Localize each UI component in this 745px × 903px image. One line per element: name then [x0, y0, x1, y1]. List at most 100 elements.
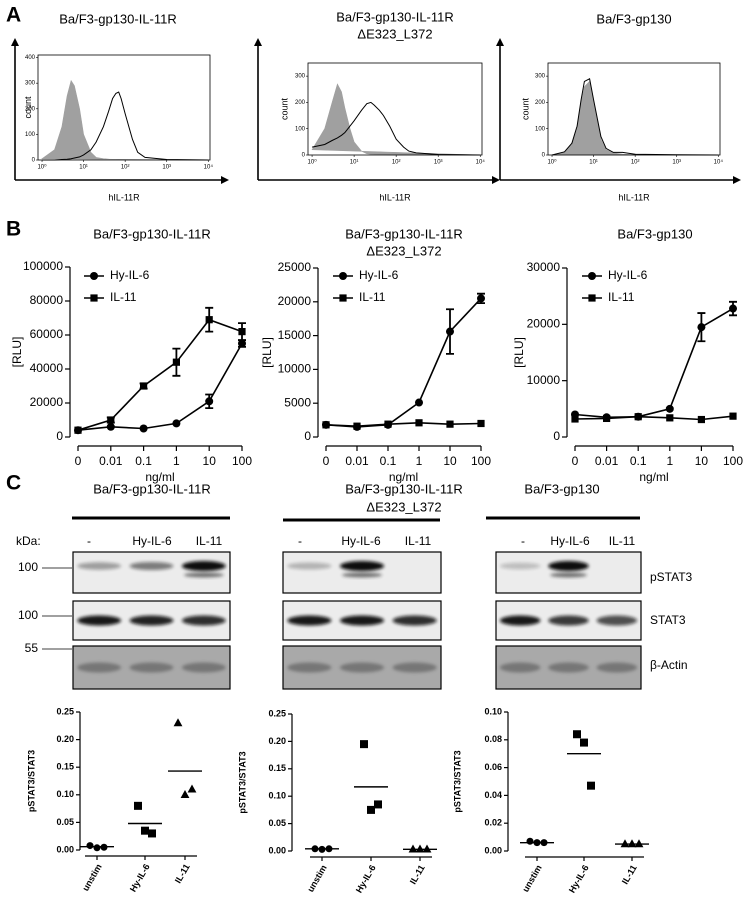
lane-label: IL-11 [609, 534, 636, 548]
y-tick-label: 0.05 [56, 817, 74, 827]
marker [729, 412, 737, 420]
x-tick-label: 10⁴ [476, 159, 486, 166]
blot-band [339, 561, 385, 571]
blot-band [550, 572, 587, 578]
arrow-head [733, 176, 741, 184]
histogram-fill [551, 80, 719, 156]
y-tick-label: 0.04 [484, 790, 502, 800]
y-tick-label: 80000 [30, 293, 64, 307]
y-tick-label: 0.20 [268, 736, 286, 746]
y-tick-label: 0.15 [56, 762, 74, 772]
y-axis-label: pSTAT3/STAT3 [237, 751, 247, 813]
marker [697, 415, 705, 424]
y-axis-label: count [23, 96, 33, 119]
arrow-head [254, 38, 262, 46]
legend-marker [339, 272, 347, 280]
y-tick-label: 100 [295, 126, 306, 132]
y-tick-label: 10000 [278, 362, 312, 376]
histogram-fill [311, 83, 481, 156]
x-axis-label: ng/ml [145, 470, 174, 484]
y-axis-label: [RLU] [512, 337, 526, 368]
blot-band [181, 662, 226, 673]
marker [93, 844, 101, 852]
marker [573, 730, 581, 739]
histogram-fill [41, 79, 209, 161]
marker [408, 844, 418, 853]
data-line [574, 307, 734, 419]
x-tick-label: unstim [305, 863, 328, 894]
chart-title: Ba/F3-gp130 [596, 11, 671, 26]
x-axis-label: hIL-11R [379, 192, 411, 202]
x-axis-label: ng/ml [639, 470, 668, 484]
y-tick-label: 300 [535, 74, 546, 80]
y-tick-label: 10000 [527, 373, 561, 387]
marker [526, 837, 534, 845]
blot-band [339, 615, 385, 626]
marker [665, 404, 674, 413]
y-tick-label: 0.00 [268, 845, 286, 855]
y-tick-label: 300 [295, 74, 306, 80]
blot-band [499, 615, 541, 626]
y-tick-label: 0 [302, 153, 306, 159]
x-tick-label: 10³ [672, 160, 681, 166]
x-axis-label: hIL-11R [108, 192, 140, 202]
histogram-outline [311, 101, 481, 156]
x-tick-label: 0 [572, 454, 579, 468]
y-tick-label: 0 [304, 429, 311, 443]
x-tick-label: Hy-IL-6 [567, 863, 591, 894]
blot-band [548, 615, 589, 626]
x-tick-label: 10² [121, 165, 130, 171]
marker [446, 327, 454, 336]
marker [139, 424, 148, 433]
legend-label: Hy-IL-6 [608, 268, 648, 282]
blot-title: Ba/F3-gp130 [524, 481, 599, 496]
y-axis-label: pSTAT3/STAT3 [452, 750, 462, 812]
x-tick-label: 0.01 [345, 454, 369, 468]
lane-label: Hy-IL-6 [550, 534, 590, 548]
lane-label: IL-11 [405, 534, 432, 548]
x-tick-label: 0 [75, 454, 82, 468]
arrow-head [221, 176, 229, 184]
blot-band [129, 662, 174, 673]
x-tick-label: 100 [723, 454, 743, 468]
marker [415, 419, 423, 427]
blot-band [499, 562, 541, 570]
plot-frame [37, 54, 211, 161]
x-tick-label: 10² [392, 160, 401, 166]
y-tick-label: 100000 [23, 259, 63, 273]
x-tick-label: 10² [631, 160, 640, 166]
y-axis-label: pSTAT3/STAT3 [26, 750, 36, 812]
marker [238, 328, 246, 336]
y-tick-label: 0 [56, 429, 63, 443]
blot-band [129, 562, 174, 570]
y-tick-label: 0.15 [268, 763, 286, 773]
lane-label: IL-11 [196, 534, 223, 548]
x-tick-label: 0.01 [595, 454, 619, 468]
histogram-outline [551, 78, 719, 156]
legend-marker [90, 272, 98, 280]
y-tick-label: 0.10 [268, 791, 286, 801]
marker [148, 829, 156, 838]
marker [580, 738, 588, 747]
y-tick-label: 0.10 [56, 789, 74, 799]
marker [697, 323, 706, 332]
blot-band [287, 615, 332, 626]
marker [205, 316, 213, 324]
legend-label: Hy-IL-6 [359, 268, 399, 282]
x-tick-label: 10¹ [589, 160, 598, 166]
x-tick-label: 10³ [434, 160, 443, 166]
blot-band [129, 615, 174, 626]
y-tick-label: 20000 [30, 395, 64, 409]
y-tick-label: 25000 [278, 260, 312, 274]
y-axis-label: [RLU] [10, 337, 24, 368]
marker [620, 839, 630, 848]
chart-title: ΔE323_L372 [366, 243, 441, 258]
x-tick-label: 10¹ [350, 160, 359, 166]
size-marker: 100 [18, 608, 38, 622]
panel-letter: C [6, 472, 21, 495]
blot-band [596, 615, 638, 626]
data-line [325, 297, 482, 428]
blot-title: Ba/F3-gp130-IL-11R [93, 481, 211, 496]
marker [603, 414, 611, 423]
